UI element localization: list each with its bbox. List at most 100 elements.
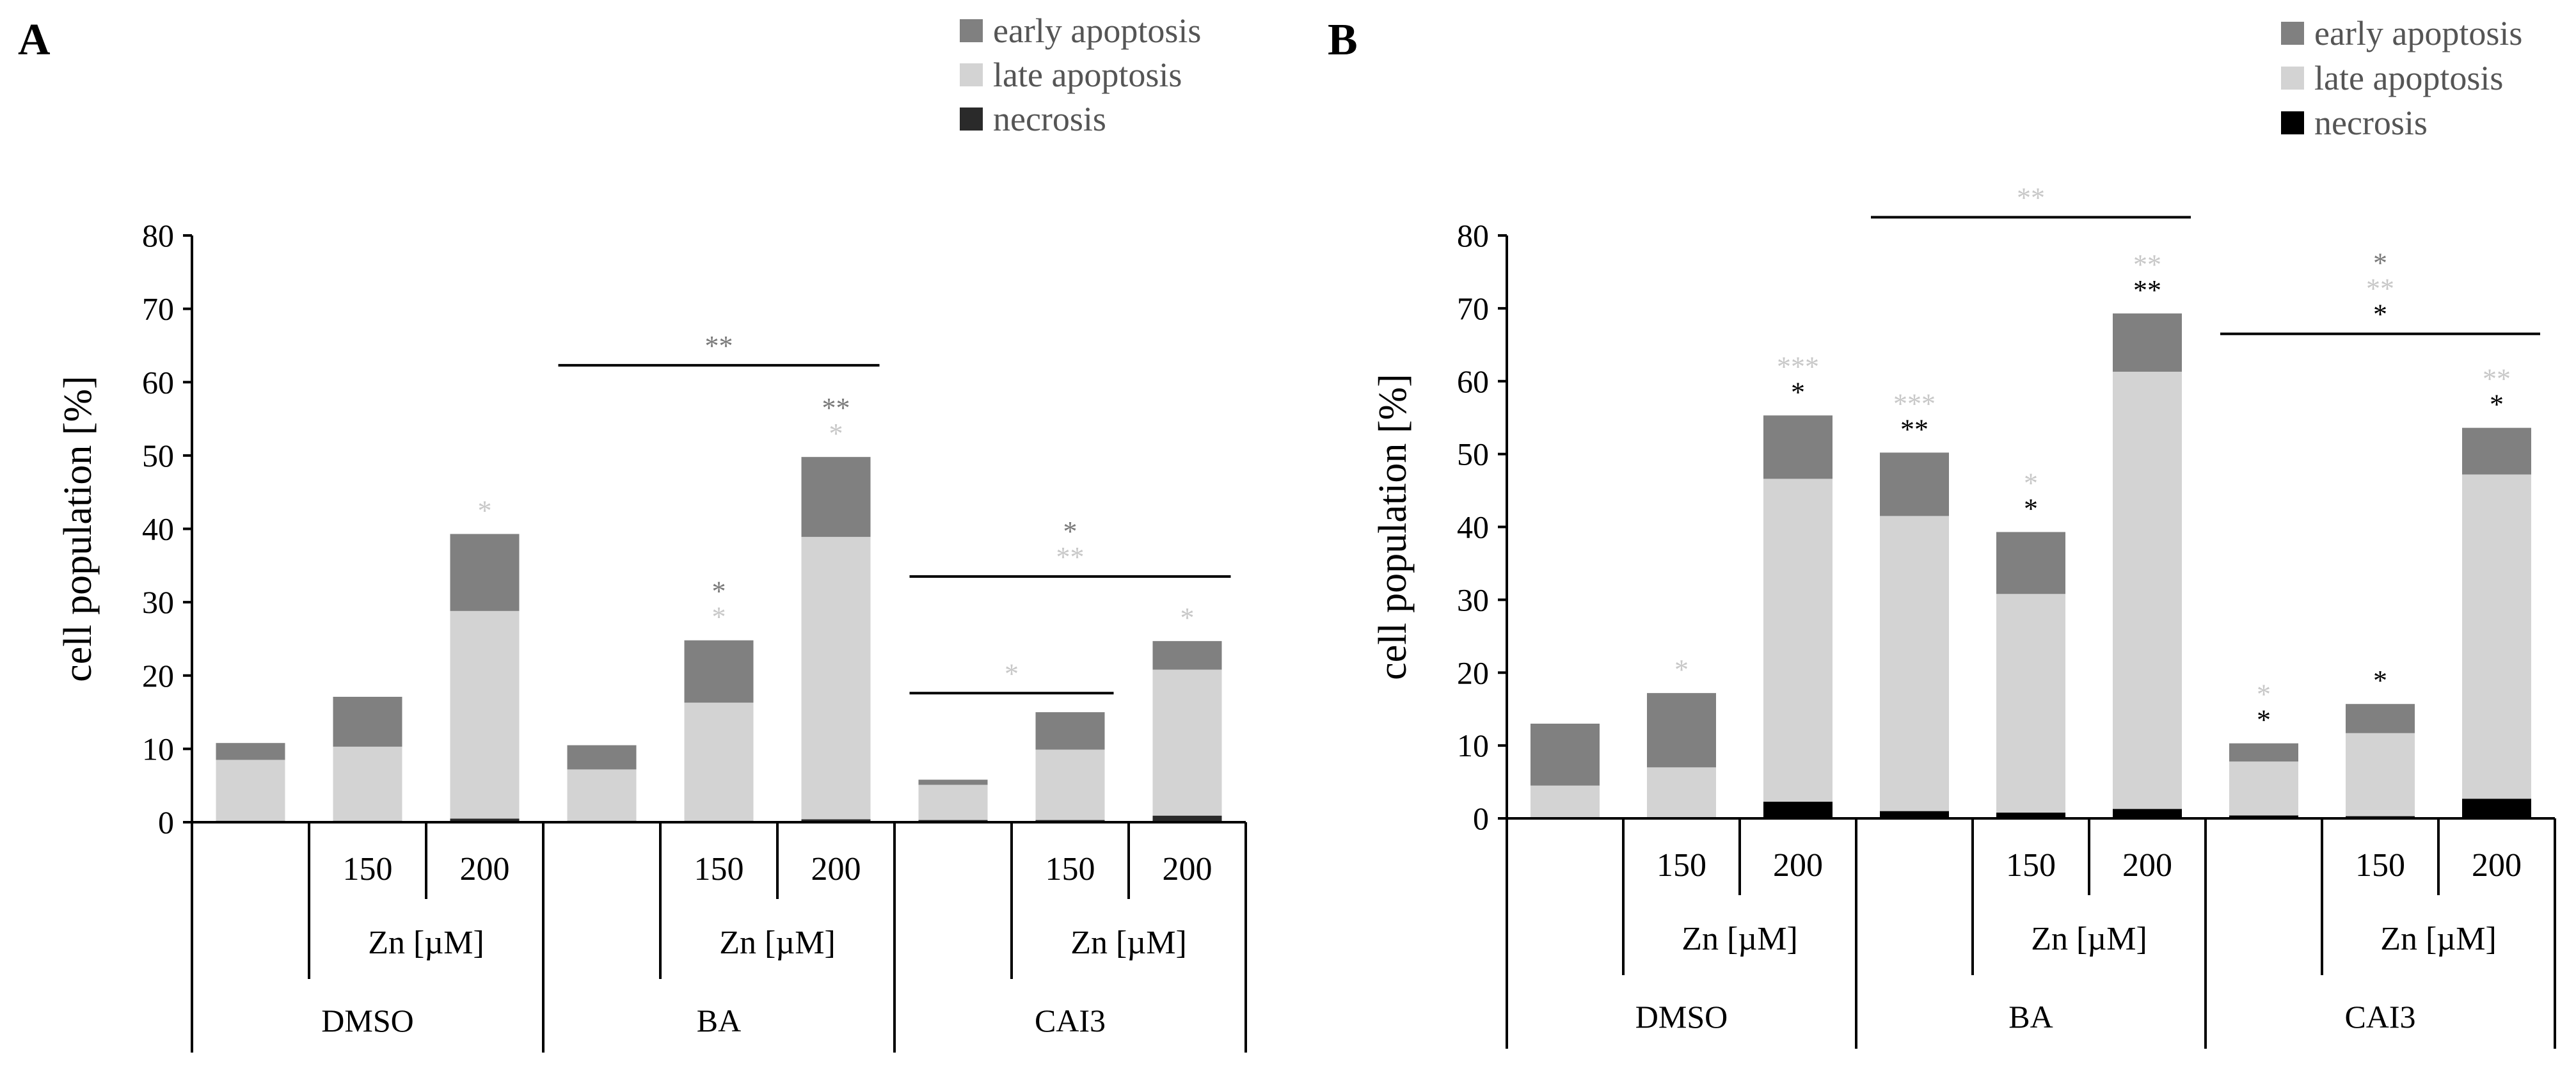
dose-label: 200 <box>1773 847 1823 884</box>
group-label-cai3: CAI3 <box>1035 1003 1106 1038</box>
bar-segment-early-apoptosis <box>1763 415 1833 479</box>
y-tick-label: 30 <box>1457 582 1489 617</box>
bracket-star: * <box>1063 516 1077 547</box>
bracket-star: * <box>2373 299 2387 330</box>
y-tick-label: 0 <box>1473 800 1489 836</box>
significance-star: ** <box>822 392 850 424</box>
significance-star: * <box>712 601 726 633</box>
bar-segment-early-apoptosis <box>2113 313 2182 372</box>
significance-star: * <box>712 576 726 607</box>
dose-label: 200 <box>2122 847 2172 884</box>
y-tick-label: 30 <box>142 584 174 620</box>
legend-early-apoptosis-label: early apoptosis <box>993 12 1201 50</box>
zn-label: Zn [µM] <box>2380 921 2497 957</box>
bar-segment-necrosis <box>1996 812 2065 818</box>
bracket-star: ** <box>2366 273 2394 305</box>
bar-segment-early-apoptosis <box>1152 640 1222 670</box>
y-axis-label: cell population [%] <box>1371 374 1415 680</box>
dose-label: 200 <box>811 851 861 887</box>
dose-label: 150 <box>343 851 393 887</box>
significance-star: ** <box>1900 413 1928 445</box>
legend-necrosis-swatch <box>960 107 983 131</box>
y-tick-label: 50 <box>1457 436 1489 472</box>
bar-segment-necrosis <box>2113 809 2182 818</box>
bar-segment-necrosis <box>1152 815 1222 822</box>
y-tick-label: 70 <box>1457 290 1489 326</box>
y-axis-label: cell population [%] <box>56 376 100 682</box>
y-tick-label: 70 <box>142 291 174 327</box>
group-label-ba: BA <box>2008 999 2053 1035</box>
bar-segment-late-apoptosis <box>684 703 754 821</box>
significance-star: * <box>1674 654 1689 685</box>
significance-star: ** <box>2133 274 2161 306</box>
group-label-dmso: DMSO <box>321 1003 413 1038</box>
bar-segment-late-apoptosis <box>216 760 285 821</box>
bracket-star: ** <box>705 330 733 362</box>
bar-segment-early-apoptosis <box>2346 704 2415 733</box>
legend-late-apoptosis-label: late apoptosis <box>993 56 1182 94</box>
bar-segment-early-apoptosis <box>1530 723 1600 786</box>
bar-segment-late-apoptosis <box>1996 594 2065 813</box>
y-tick-label: 80 <box>142 218 174 253</box>
y-tick-label: 10 <box>1457 728 1489 763</box>
bracket-star: ** <box>1056 541 1085 573</box>
bar-segment-late-apoptosis <box>450 610 520 819</box>
bracket-star: * <box>1005 658 1019 689</box>
zn-label: Zn [µM] <box>719 925 836 961</box>
bar-segment-late-apoptosis <box>1880 516 1949 811</box>
bar-segment-early-apoptosis <box>1647 693 1716 768</box>
bar-segment-late-apoptosis <box>1647 767 1716 818</box>
bar-segment-late-apoptosis <box>2346 733 2415 816</box>
significance-star: * <box>1791 376 1805 408</box>
bar-segment-necrosis <box>2462 799 2531 818</box>
y-tick-label: 40 <box>1457 509 1489 545</box>
bar-segment-early-apoptosis <box>216 743 285 760</box>
significance-star: * <box>2257 679 2271 710</box>
legend-necrosis-label: necrosis <box>2314 104 2428 142</box>
bar-segment-early-apoptosis <box>567 745 637 770</box>
dose-label: 200 <box>2472 847 2522 884</box>
bar-segment-early-apoptosis <box>2229 743 2298 762</box>
bar-segment-late-apoptosis <box>918 784 988 820</box>
zn-label: Zn [µM] <box>368 925 484 961</box>
dose-label: 150 <box>2355 847 2405 884</box>
bar-segment-late-apoptosis <box>1152 669 1222 816</box>
bar-segment-early-apoptosis <box>333 696 402 747</box>
group-label-dmso: DMSO <box>1635 999 1728 1035</box>
bar-segment-early-apoptosis <box>2462 427 2531 475</box>
significance-star: ** <box>2133 249 2161 280</box>
bracket-star: ** <box>2017 182 2045 214</box>
legend-early-apoptosis-label: early apoptosis <box>2314 14 2522 52</box>
dose-label: 150 <box>694 851 744 887</box>
dose-label: 200 <box>1163 851 1212 887</box>
bar-segment-late-apoptosis <box>2229 761 2298 816</box>
bar-segment-necrosis <box>2229 815 2298 818</box>
panel-label: B <box>1328 15 1358 65</box>
bar-segment-necrosis <box>1763 801 1833 818</box>
significance-star: *** <box>1777 351 1819 382</box>
bar-segment-late-apoptosis <box>2113 371 2182 809</box>
bar-segment-late-apoptosis <box>1035 749 1105 820</box>
legend-late-apoptosis-swatch <box>2281 67 2304 90</box>
bar-segment-late-apoptosis <box>1763 479 1833 802</box>
y-tick-label: 80 <box>1457 218 1489 253</box>
bar-segment-necrosis <box>1880 811 1949 818</box>
panel-label: A <box>18 15 51 65</box>
significance-star: * <box>829 418 843 449</box>
dose-label: 150 <box>1657 847 1706 884</box>
significance-star: * <box>2024 467 2038 498</box>
significance-star: *** <box>1893 388 1936 419</box>
significance-star: * <box>2373 665 2387 696</box>
bar-segment-early-apoptosis <box>684 640 754 703</box>
bar-segment-necrosis <box>801 819 871 822</box>
legend-necrosis-swatch <box>2281 111 2304 134</box>
legend-early-apoptosis-swatch <box>2281 22 2304 45</box>
significance-star: * <box>478 495 492 527</box>
bar-segment-late-apoptosis <box>567 769 637 821</box>
bar-segment-early-apoptosis <box>1996 532 2065 594</box>
legend-necrosis-label: necrosis <box>993 100 1106 138</box>
legend-late-apoptosis-label: late apoptosis <box>2314 59 2503 97</box>
